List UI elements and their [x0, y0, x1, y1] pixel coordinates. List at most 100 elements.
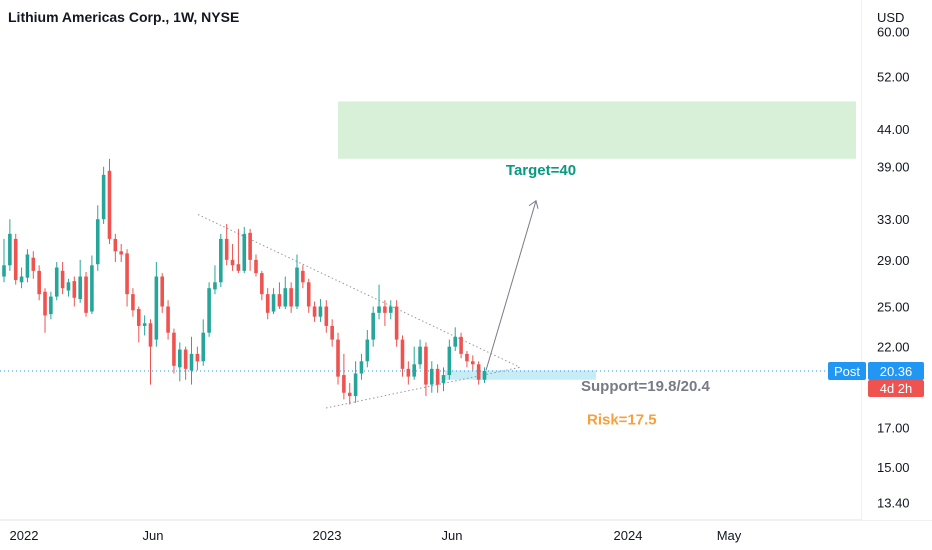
candle: [142, 315, 147, 336]
candle: [201, 319, 206, 366]
y-tick-label: 60.00: [877, 24, 910, 39]
candle: [43, 288, 47, 333]
candle: [260, 270, 264, 301]
candle: [8, 219, 12, 271]
candle: [166, 300, 170, 340]
x-tick-label: 2024: [614, 528, 643, 543]
candle: [78, 259, 82, 303]
price-axis[interactable]: [862, 0, 932, 520]
candle: [213, 265, 217, 295]
candle: [283, 276, 288, 310]
candle: [271, 288, 276, 315]
candle: [248, 228, 252, 271]
candle: [295, 254, 299, 310]
candle: [195, 346, 200, 371]
candle: [207, 282, 211, 337]
candle: [160, 273, 165, 313]
candle: [136, 306, 141, 343]
candle: [19, 267, 24, 289]
candle: [394, 300, 399, 347]
candle: [236, 228, 241, 274]
candle: [31, 251, 36, 279]
candle: [13, 233, 18, 285]
x-tick-label: May: [717, 528, 742, 543]
y-tick-label: 39.00: [877, 160, 910, 175]
candle: [465, 350, 469, 368]
candle: [371, 306, 375, 347]
candle: [277, 282, 282, 310]
candle: [230, 243, 235, 271]
candle: [37, 265, 41, 301]
candle: [242, 226, 247, 274]
post-badge: [828, 362, 866, 381]
candle: [60, 262, 65, 295]
candle: [125, 249, 129, 307]
candle: [90, 255, 94, 315]
x-tick-label: Jun: [442, 528, 463, 543]
x-tick-label: Jun: [143, 528, 164, 543]
countdown-badge: [868, 380, 924, 398]
price-axis-ticks: 68.0060.0052.0044.0039.0033.0029.0025.00…: [877, 24, 910, 510]
candle: [359, 353, 364, 380]
candle: [324, 300, 329, 333]
candle: [347, 382, 352, 405]
y-tick-label: 52.00: [877, 69, 910, 84]
candle: [342, 353, 346, 400]
last-price-value: 20.36: [880, 364, 913, 379]
candle: [219, 233, 223, 287]
y-tick-label: 25.00: [877, 299, 910, 314]
candle: [189, 336, 194, 385]
candle: [178, 342, 182, 382]
candle: [107, 158, 112, 244]
candle: [119, 243, 123, 263]
target-zone: [338, 101, 856, 159]
y-tick-label: 33.00: [877, 212, 910, 227]
x-tick-label: 2023: [313, 528, 342, 543]
candle: [2, 238, 6, 283]
candle: [183, 346, 188, 380]
candle: [154, 262, 159, 347]
candle: [365, 329, 370, 368]
candle: [471, 355, 475, 371]
candle: [172, 328, 176, 374]
candle: [441, 367, 446, 392]
support-zone: [445, 370, 596, 380]
candle: [254, 254, 258, 277]
candle: [101, 166, 106, 225]
candle: [306, 278, 311, 313]
candle: [289, 282, 293, 313]
candle: [400, 335, 405, 377]
candle: [95, 205, 100, 271]
candle: [148, 319, 153, 385]
candle: [301, 265, 305, 289]
candle: [353, 361, 358, 403]
post-badge-text: Post: [834, 364, 860, 379]
candle: [54, 262, 59, 301]
candle: [224, 224, 229, 266]
candle: [435, 364, 440, 393]
candle: [25, 249, 30, 283]
candle: [424, 342, 428, 397]
y-tick-label: 17.00: [877, 421, 910, 436]
candle: [131, 288, 135, 317]
y-tick-label: 13.40: [877, 495, 910, 510]
projection-arrow: [485, 199, 539, 371]
candle: [66, 278, 71, 297]
candle: [418, 339, 422, 369]
candle: [84, 271, 88, 317]
candle: [49, 291, 53, 320]
candle: [318, 299, 323, 322]
support-label: Support=19.8/20.4: [581, 378, 710, 395]
countdown-value: 4d 2h: [880, 381, 913, 396]
candle: [447, 339, 452, 380]
candles-group: [2, 158, 487, 405]
last-price-badge: [868, 362, 924, 381]
target-label: Target=40: [506, 162, 576, 179]
y-tick-label: 44.00: [877, 122, 910, 137]
currency-label: USD: [877, 10, 904, 25]
candle: [336, 332, 340, 385]
candle: [388, 300, 393, 320]
x-tick-label: 2022: [10, 528, 39, 543]
y-tick-label: 22.00: [877, 340, 910, 355]
